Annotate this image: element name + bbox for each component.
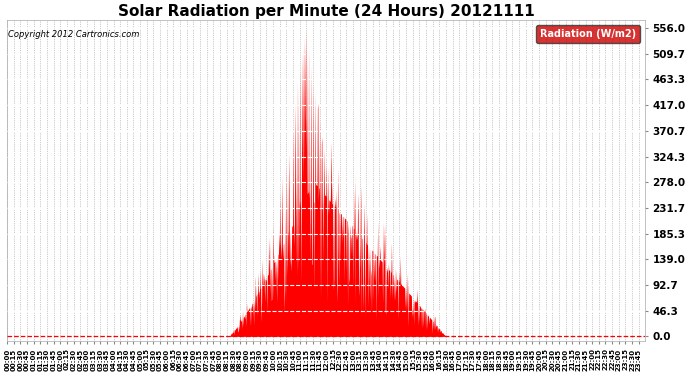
Text: Copyright 2012 Cartronics.com: Copyright 2012 Cartronics.com [8,30,140,39]
Legend: Radiation (W/m2): Radiation (W/m2) [536,25,640,43]
Title: Solar Radiation per Minute (24 Hours) 20121111: Solar Radiation per Minute (24 Hours) 20… [118,4,535,19]
